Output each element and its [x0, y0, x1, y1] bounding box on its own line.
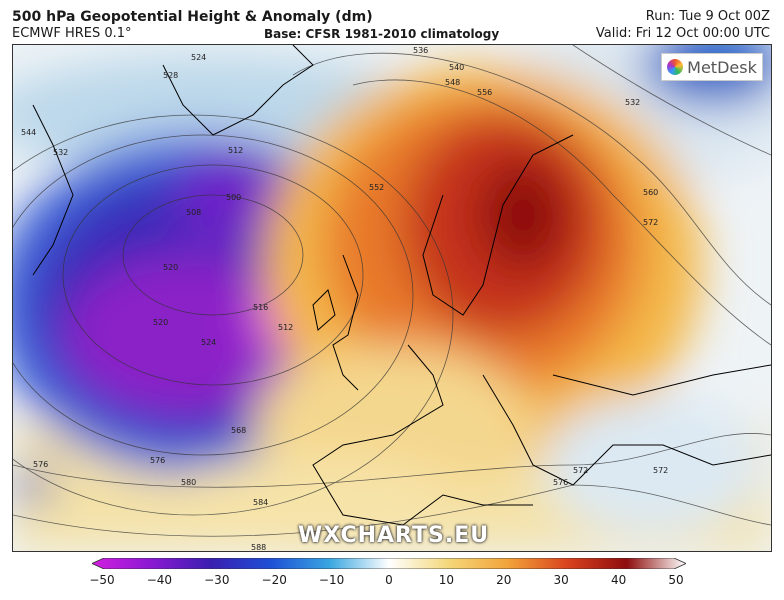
chart-title: 500 hPa Geopotential Height & Anomaly (d…: [12, 9, 373, 25]
run-time: Run: Tue 9 Oct 00Z: [645, 9, 770, 24]
watermark: WXCHARTS.EU: [298, 523, 490, 548]
contour-label: 560: [643, 188, 658, 197]
colorbar-tick: 30: [553, 573, 569, 587]
colorbar-tick: 10: [438, 573, 455, 587]
metdesk-logo: MetDesk: [661, 53, 763, 81]
contour-label: 548: [445, 78, 460, 87]
valid-time: Valid: Fri 12 Oct 00:00 UTC: [595, 26, 770, 41]
colorbar-tick: 50: [668, 573, 684, 587]
contour-label: 520: [153, 318, 168, 327]
contour-label: 512: [278, 323, 293, 332]
contour-label: 572: [653, 466, 668, 475]
metdesk-logo-text: MetDesk: [687, 57, 757, 77]
contour-label: 540: [449, 63, 464, 72]
contour-label: 520: [163, 263, 178, 272]
contour-label: 508: [186, 208, 201, 217]
colorbar-tick: 0: [385, 573, 393, 587]
colorbar-tick: −20: [261, 573, 287, 587]
contour-label: 576: [553, 478, 568, 487]
colorbar: [92, 558, 686, 569]
climatology-base-label: Base: CFSR 1981-2010 climatology: [264, 27, 500, 41]
contour-label: 524: [191, 53, 206, 62]
height-contours: [13, 45, 771, 537]
contour-label: 584: [253, 498, 268, 507]
model-label: ECMWF HRES 0.1°: [12, 26, 132, 41]
contour-label: 524: [201, 338, 216, 347]
map-canvas: 528 524 532 544 512 500 508 520 516 524 520 512 536 5…: [13, 45, 771, 551]
contour-label: 528: [163, 71, 178, 80]
contour-label: 588: [251, 543, 266, 551]
contour-label: 552: [369, 183, 384, 192]
anomaly-shading: [13, 45, 771, 551]
colorbar-tick: 20: [496, 573, 512, 587]
colorbar-tick: 40: [610, 573, 627, 587]
colorbar-tick: −30: [204, 573, 230, 587]
coastlines: [32, 45, 771, 526]
contour-label: 516: [253, 303, 268, 312]
contour-label: 536: [413, 46, 428, 55]
contour-label: 500: [226, 193, 241, 202]
contour-label: 532: [53, 148, 68, 157]
contour-label: 512: [228, 146, 243, 155]
anomaly-map: 528 524 532 544 512 500 508 520 516 524 520 512 536 5…: [12, 44, 772, 552]
contour-label: 572: [643, 218, 658, 227]
contour-label: 568: [231, 426, 246, 435]
metdesk-logo-icon: [667, 59, 684, 75]
colorbar-tick: −40: [146, 573, 173, 587]
contour-label: 544: [21, 128, 36, 137]
colorbar-tick: −10: [318, 573, 345, 587]
contour-label: 580: [181, 478, 196, 487]
contour-label: 576: [33, 460, 48, 469]
contour-label: 532: [625, 98, 640, 107]
contour-label: 556: [477, 88, 492, 97]
contour-label: 572: [573, 466, 588, 475]
contour-label: 576: [150, 456, 165, 465]
colorbar-tick: −50: [89, 573, 115, 587]
contour-labels: 528 524 532 544 512 500 508 520 516 524 520 512 536 5…: [21, 46, 668, 551]
